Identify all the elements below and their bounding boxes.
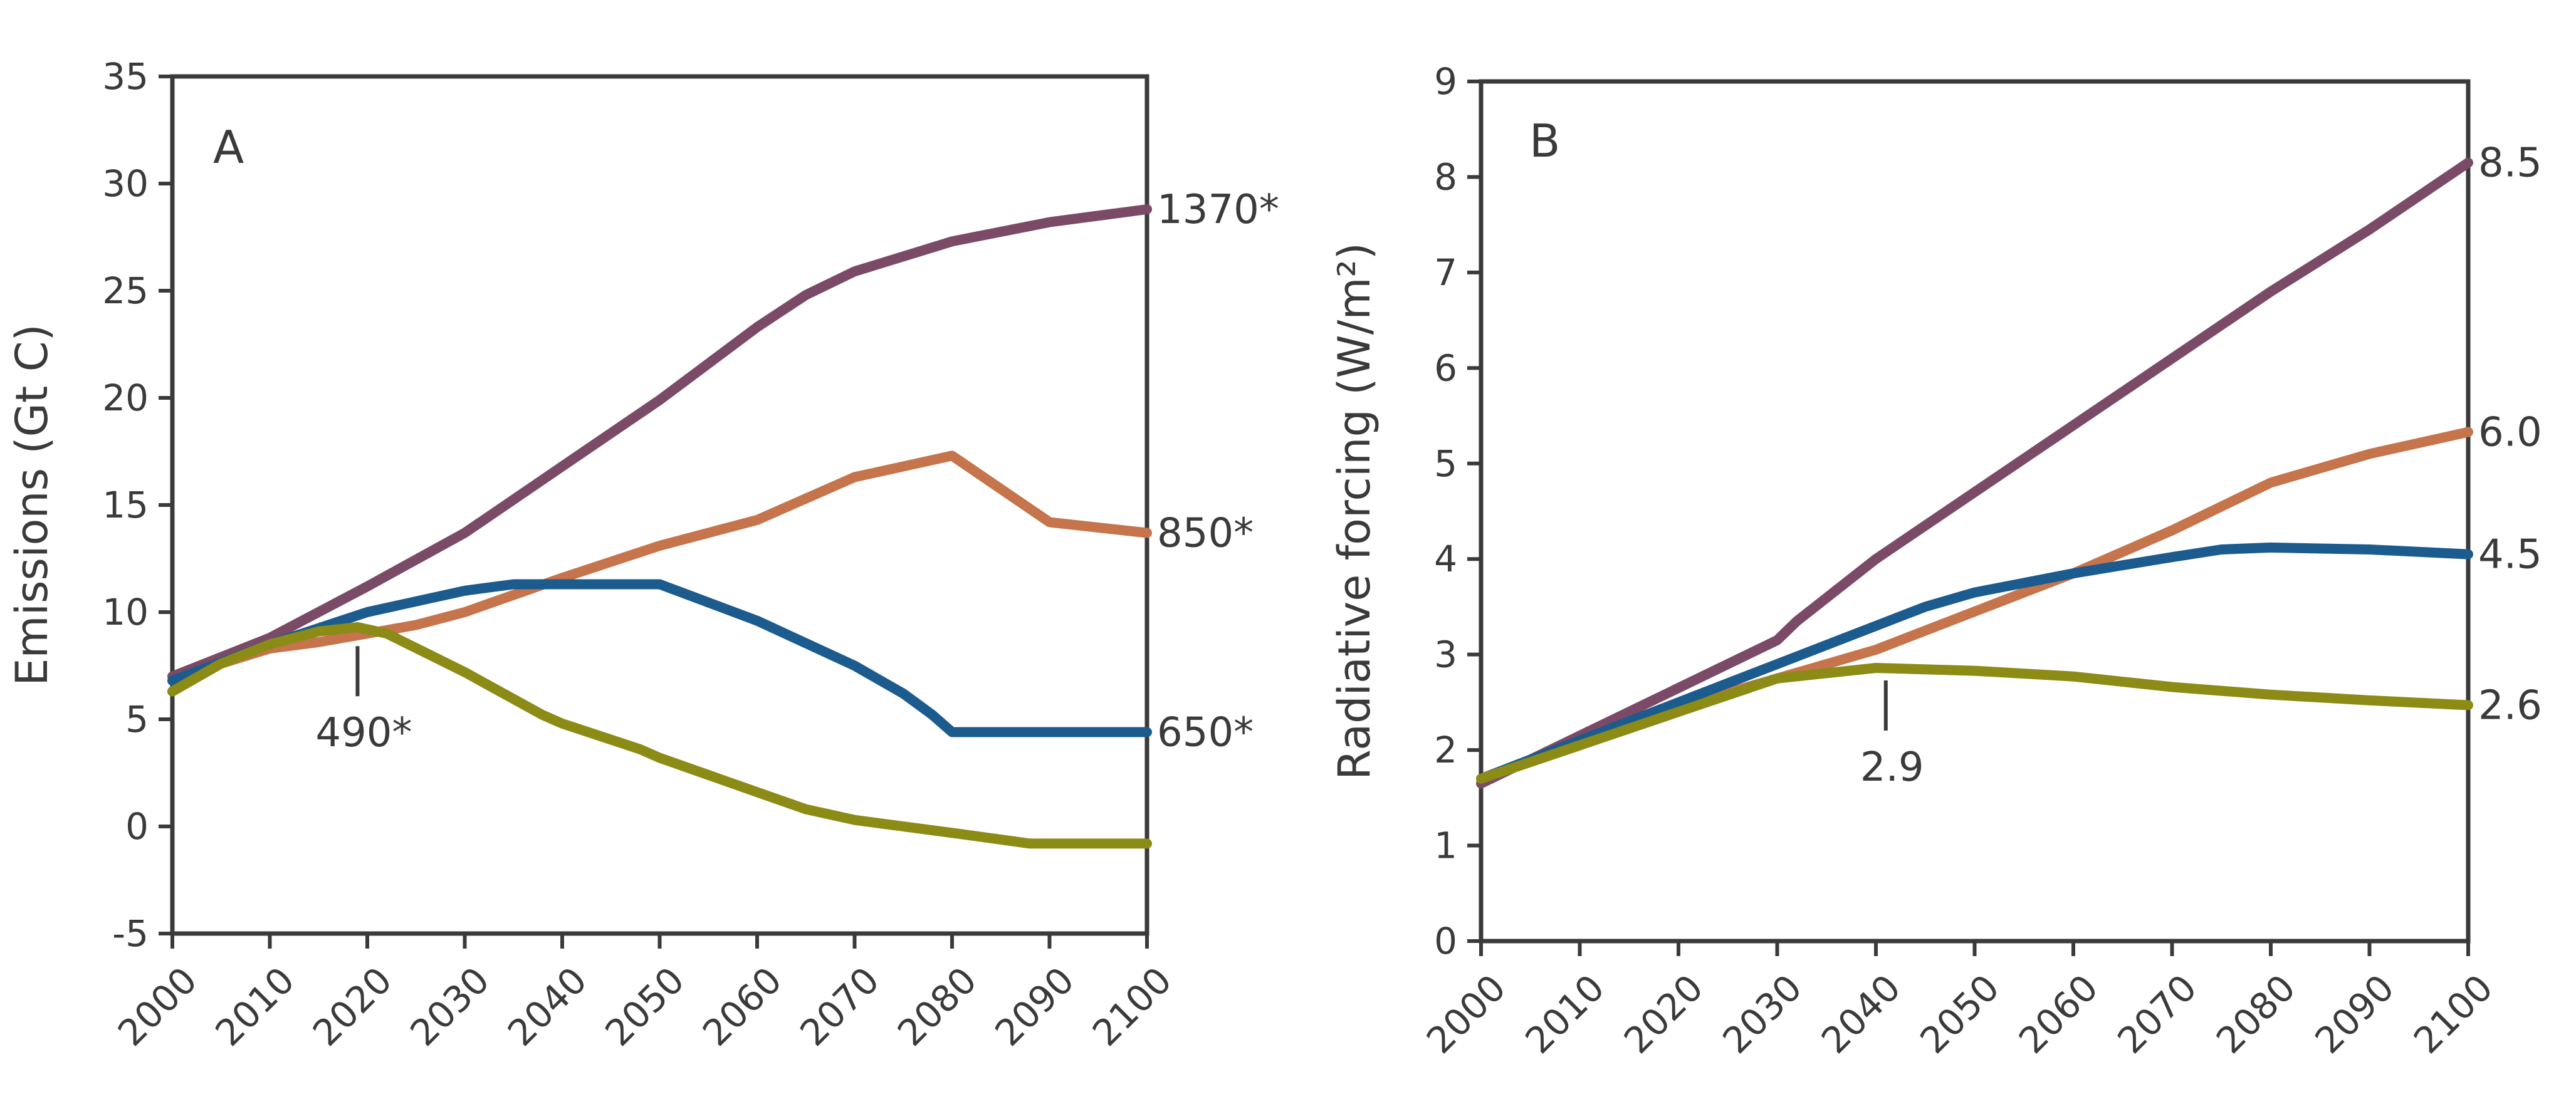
y-tick-label: 30 — [102, 162, 149, 205]
x-tick-label: 2040 — [1813, 966, 1908, 1061]
y-tick-label: 8 — [1434, 155, 1457, 198]
panel-letter: B — [1529, 115, 1560, 167]
x-tick-label: 2020 — [305, 959, 400, 1054]
x-tick-label: 2050 — [597, 959, 692, 1054]
y-tick-label: 3 — [1434, 633, 1457, 676]
plot-frame — [1479, 79, 2471, 944]
plot-frame — [170, 74, 1149, 936]
y-tick-label: 5 — [125, 698, 149, 741]
series-line — [167, 622, 1152, 849]
x-tick-label: 2030 — [402, 959, 497, 1054]
panel-a-emissions-chart: -5 0 5 10 15 20 25 30 35 2000 2010 2020 2030 2040 2050… — [6, 55, 1279, 1054]
y-tick-label: 4 — [1434, 538, 1457, 580]
series-line — [167, 579, 1152, 737]
y-axis-title: Radiative forcing (W/m²) — [1329, 242, 1380, 780]
series-line — [1476, 663, 2473, 784]
x-tick-label: 2100 — [1084, 959, 1180, 1054]
x-tick-label: 2090 — [2306, 966, 2402, 1061]
series-end-label: 6.0 — [2478, 409, 2542, 455]
series-end-label: 4.5 — [2478, 532, 2542, 578]
series-line — [167, 204, 1152, 682]
y-axis-title: Emissions (Gt C) — [6, 324, 58, 686]
x-tick-label: 2060 — [694, 959, 790, 1054]
y-tick-label: 20 — [102, 377, 149, 419]
x-tick-label: 2090 — [987, 959, 1082, 1054]
x-tick-label: 2020 — [1616, 966, 1711, 1061]
x-tick-label: 2070 — [792, 959, 887, 1054]
x-tick-label: 2100 — [2406, 966, 2501, 1061]
x-tick-label: 2010 — [1517, 966, 1612, 1061]
panel-letter: A — [213, 121, 244, 174]
y-tick-label: 5 — [1434, 442, 1457, 485]
y-tick-label: 15 — [102, 484, 149, 526]
x-tick-label: 2080 — [889, 959, 985, 1054]
y-tick-label: 6 — [1434, 346, 1457, 389]
y-tick-label: 2 — [1434, 729, 1457, 771]
y-tick-label: -5 — [112, 912, 149, 955]
x-tick-label: 2010 — [207, 959, 302, 1054]
x-tick-label: 2060 — [2011, 966, 2106, 1061]
callout-label: 2.9 — [1860, 744, 1924, 791]
callout-label: 490* — [315, 710, 412, 756]
x-tick-label: 2040 — [500, 959, 595, 1054]
y-tick-label: 25 — [102, 269, 149, 312]
y-tick-label: 35 — [102, 55, 149, 98]
series-end-label: 650* — [1157, 710, 1254, 756]
series-line — [1476, 157, 2473, 789]
x-tick-label: 2000 — [110, 959, 205, 1054]
y-tick-label: 0 — [1434, 920, 1457, 962]
series-end-label: 1370* — [1157, 187, 1279, 233]
x-tick-label: 2030 — [1714, 966, 1809, 1061]
x-tick-label: 2000 — [1418, 966, 1514, 1061]
y-tick-label: 1 — [1434, 825, 1457, 867]
x-tick-label: 2080 — [2208, 966, 2303, 1061]
y-tick-label: 9 — [1434, 60, 1457, 103]
series-line — [167, 450, 1152, 697]
series-end-label: 850* — [1157, 510, 1254, 556]
series-line — [1476, 542, 2473, 784]
x-tick-label: 2050 — [1912, 966, 2007, 1061]
series-end-label: 8.5 — [2478, 140, 2542, 187]
y-tick-label: 10 — [102, 591, 149, 633]
y-tick-label: 7 — [1434, 251, 1457, 294]
y-tick-label: 0 — [125, 805, 149, 848]
series-end-label: 2.6 — [2478, 682, 2542, 729]
x-tick-label: 2070 — [2109, 966, 2204, 1061]
